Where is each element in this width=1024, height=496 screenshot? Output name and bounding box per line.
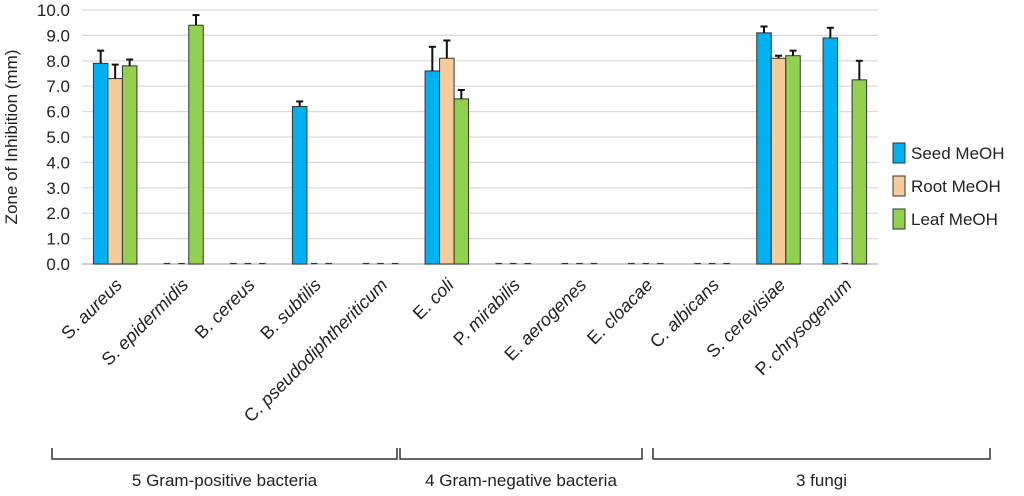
y-tick-label: 6.0 — [46, 103, 70, 122]
y-tick-label: 0.0 — [46, 255, 70, 274]
y-tick-label: 9.0 — [46, 26, 70, 45]
bar-seed-meoh — [822, 37, 839, 265]
x-tick-label: E. coli — [409, 274, 459, 324]
y-tick-label: 4.0 — [46, 153, 70, 172]
x-tick-label: S. aureus — [57, 275, 126, 344]
group-bracket — [399, 448, 643, 460]
bar-root-meoh — [107, 78, 123, 265]
legend-swatch — [892, 175, 906, 197]
y-tick-label: 1.0 — [46, 230, 70, 249]
bar-leaf-meoh — [188, 24, 204, 265]
y-tick-label: 10.0 — [37, 1, 70, 20]
legend-swatch — [892, 208, 906, 230]
bar-seed-meoh — [291, 106, 308, 265]
group-bracket — [51, 448, 398, 460]
bar-leaf-meoh — [785, 55, 801, 265]
bar-root-meoh — [770, 57, 787, 265]
y-tick-label: 8.0 — [46, 52, 70, 71]
bar-leaf-meoh — [453, 98, 470, 265]
legend-label: Root MeOH — [911, 177, 1001, 196]
legend-label: Seed MeOH — [911, 144, 1005, 163]
bar-leaf-meoh — [851, 79, 868, 265]
group-label: 5 Gram-positive bacteria — [132, 471, 318, 490]
group-label: 4 Gram-negative bacteria — [425, 471, 617, 490]
group-label: 3 fungi — [796, 471, 847, 490]
y-tick-label: 3.0 — [46, 179, 70, 198]
bar-seed-meoh — [424, 70, 441, 265]
bar-seed-meoh — [756, 32, 772, 265]
group-bracket — [652, 448, 991, 460]
x-tick-label: B. subtilis — [256, 275, 325, 344]
bar-root-meoh — [439, 57, 455, 265]
x-tick-label: B. cereus — [191, 275, 259, 343]
legend-swatch — [892, 142, 906, 164]
bar-seed-meoh — [92, 62, 109, 265]
y-axis-title: Zone of Inhibition (mm) — [2, 50, 21, 225]
y-tick-label: 7.0 — [46, 77, 70, 96]
y-tick-label: 2.0 — [46, 204, 70, 223]
y-tick-label: 5.0 — [46, 128, 70, 147]
legend-label: Leaf MeOH — [911, 210, 998, 229]
bar-leaf-meoh — [121, 65, 138, 265]
